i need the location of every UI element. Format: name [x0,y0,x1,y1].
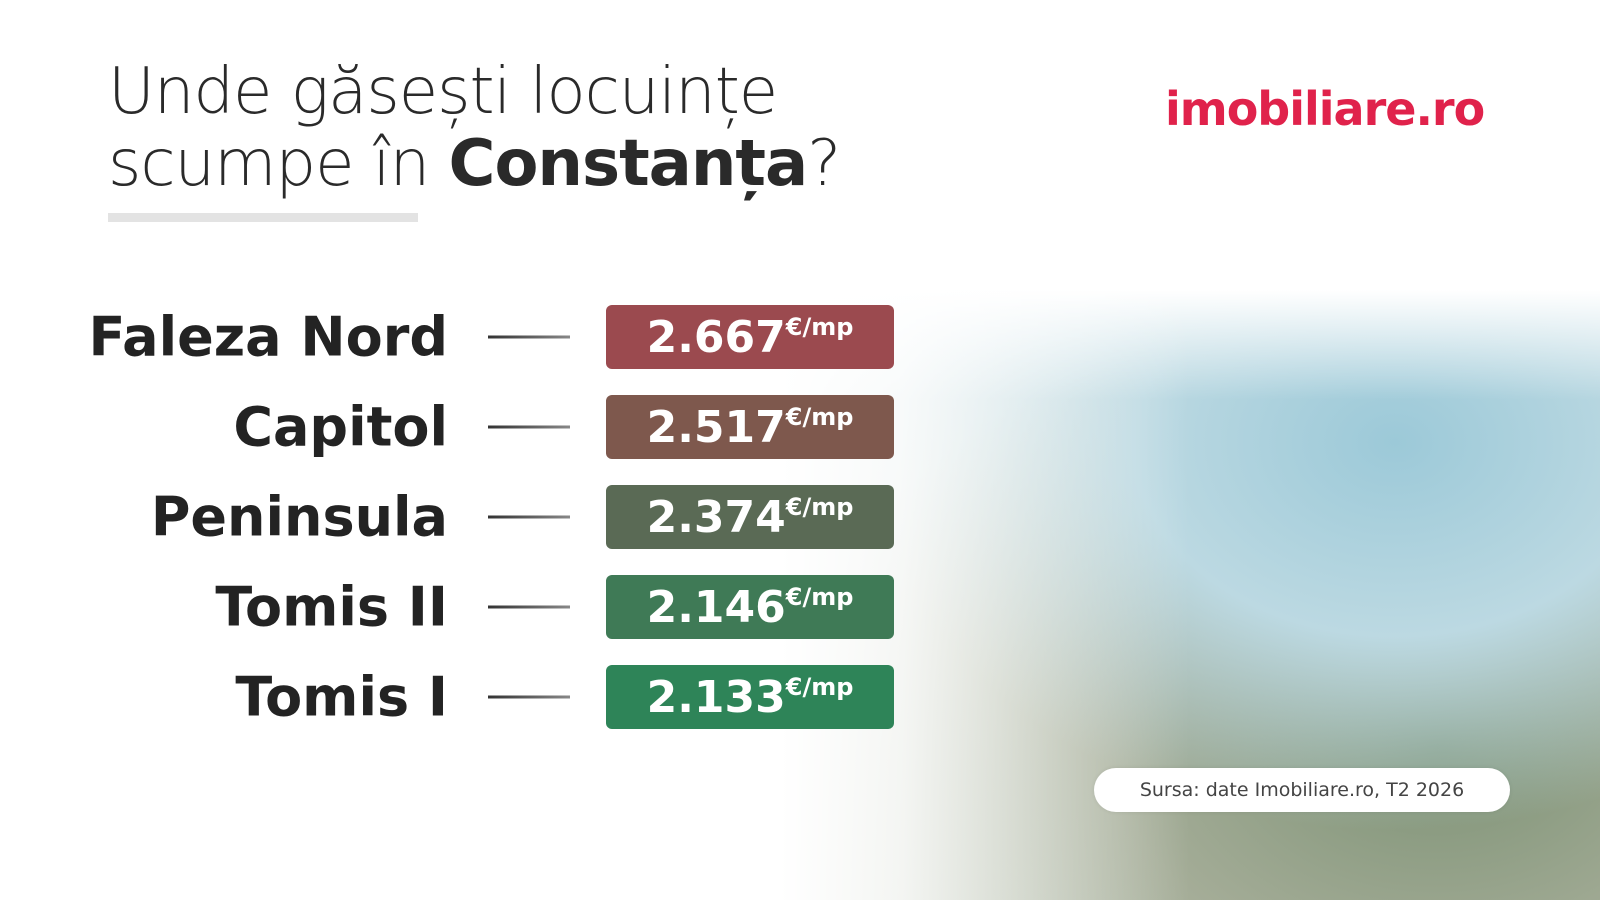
title-text: scumpe în [108,127,430,201]
price-value: 2.667 [646,311,786,363]
price-unit: €/mp [785,403,854,431]
price-badge: 2.146 €/mp [606,575,894,639]
title-line: Unde găsești locuințe [108,55,778,129]
price-value: 2.133 [646,671,786,723]
row-label: Capitol [233,395,448,459]
price-value: 2.146 [646,581,786,633]
price-unit: €/mp [785,493,854,521]
row-label: Tomis II [215,575,448,639]
price-badge: 2.667 €/mp [606,305,894,369]
title-line: scumpe în Constanța? [108,127,841,201]
row-connector [488,335,570,339]
price-badge: 2.517 €/mp [606,395,894,459]
price-value: 2.517 [646,401,786,453]
price-unit: €/mp [785,583,854,611]
price-unit: €/mp [785,313,854,341]
title-text: ? [807,127,841,201]
row-connector [488,515,570,519]
title: Unde găsești locuințe scumpe în Constanț… [108,55,841,201]
row-connector [488,425,570,429]
price-unit: €/mp [785,673,854,701]
price-badge: 2.374 €/mp [606,485,894,549]
title-underline [108,213,418,222]
row-label: Tomis I [235,665,448,729]
row-label: Peninsula [150,485,448,549]
logo: imobiliare.ro [1165,82,1485,136]
price-value: 2.374 [646,491,786,543]
row-connector [488,695,570,699]
row-label: Faleza Nord [88,305,448,369]
source-note: Sursa: date Imobiliare.ro, T2 2026 [1094,768,1510,812]
title-city: Constanța [448,127,808,201]
price-badge: 2.133 €/mp [606,665,894,729]
row-connector [488,605,570,609]
